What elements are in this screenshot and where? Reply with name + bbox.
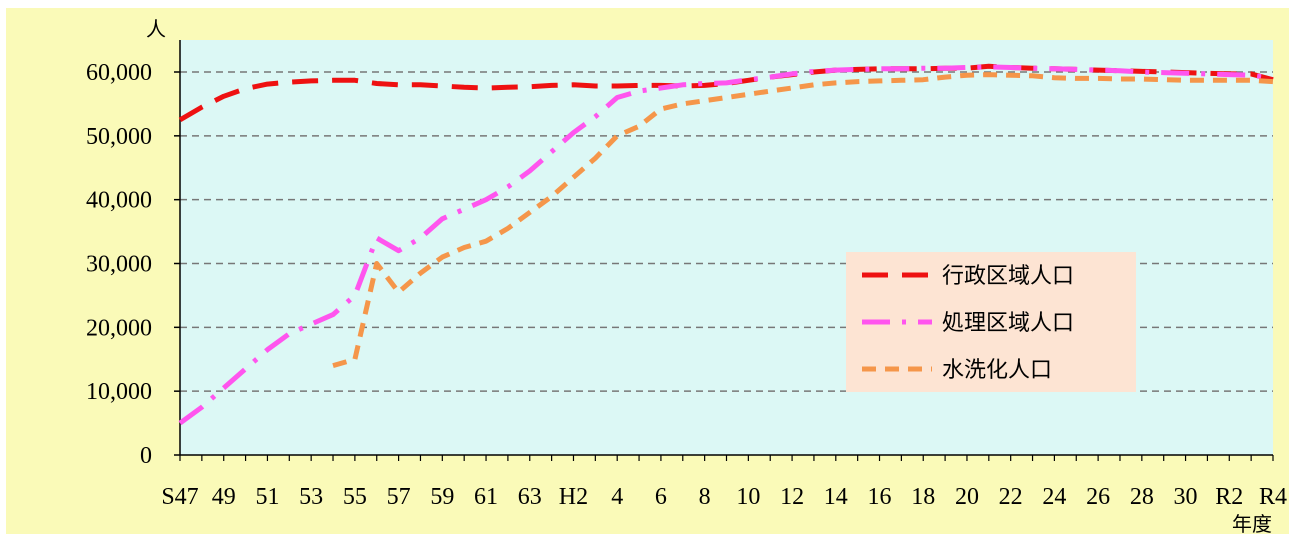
y-tick-label: 60,000 xyxy=(86,60,152,86)
x-tick-label: 12 xyxy=(780,484,804,510)
x-tick-label: 6 xyxy=(655,484,667,510)
y-tick-label: 30,000 xyxy=(86,252,152,278)
x-tick-label: 51 xyxy=(255,484,279,510)
x-tick-label: 63 xyxy=(518,484,542,510)
axes xyxy=(174,40,1274,461)
x-tick-label: 14 xyxy=(824,484,848,510)
legend-label-1: 行政区域人口 xyxy=(942,264,1074,289)
x-tick-label: 18 xyxy=(911,484,935,510)
x-tick-label: 28 xyxy=(1130,484,1154,510)
x-tick-label: 10 xyxy=(736,484,760,510)
plot-area xyxy=(180,40,1273,455)
y-tick-label: 20,000 xyxy=(86,315,152,341)
x-tick-label: 49 xyxy=(212,484,236,510)
x-tick-label: R2 xyxy=(1215,484,1243,510)
tick-labels: 0 10,000 20,000 30,000 40,000 50,000 60,000 S47… xyxy=(86,60,1287,510)
x-tick-label: 4 xyxy=(611,484,623,510)
legend-label-2: 処理区域人口 xyxy=(942,311,1074,336)
y-axis-unit-label: 人 xyxy=(146,17,166,41)
series-lines xyxy=(178,63,1274,426)
x-tick-label: 61 xyxy=(474,484,498,510)
x-axis-unit-label: 年度 xyxy=(1232,512,1272,536)
x-tick-label: 8 xyxy=(699,484,711,510)
x-tick-label: 20 xyxy=(955,484,979,510)
x-tick-label: H2 xyxy=(559,484,588,510)
y-tick-label: 50,000 xyxy=(86,124,152,150)
y-tick-label: 10,000 xyxy=(86,379,152,405)
x-tick-label: 57 xyxy=(387,484,411,510)
y-tick-label: 40,000 xyxy=(86,188,152,214)
x-tick-label: 26 xyxy=(1086,484,1110,510)
series-line-2 xyxy=(178,64,1274,426)
x-tick-label: 24 xyxy=(1042,484,1066,510)
x-tick-label: 53 xyxy=(299,484,323,510)
series-line-3 xyxy=(332,72,1274,369)
x-tick-label: 30 xyxy=(1174,484,1198,510)
x-tick-label: R4 xyxy=(1259,484,1287,510)
x-tick-label: S47 xyxy=(161,484,198,510)
x-tick-label: 59 xyxy=(430,484,454,510)
x-tick-label: 22 xyxy=(999,484,1023,510)
x-tick-label: 55 xyxy=(343,484,367,510)
y-tick-label: 0 xyxy=(140,443,152,469)
x-tick-label: 16 xyxy=(868,484,892,510)
legend-label-3: 水洗化人口 xyxy=(942,358,1052,383)
